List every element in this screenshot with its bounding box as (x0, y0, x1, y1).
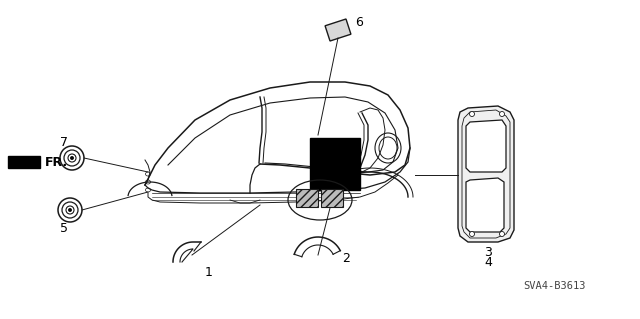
Ellipse shape (470, 112, 474, 116)
Text: 5: 5 (60, 221, 68, 234)
Polygon shape (466, 120, 506, 172)
Ellipse shape (68, 209, 72, 211)
Bar (296, 189, 318, 207)
Text: SVA4-B3613: SVA4-B3613 (524, 281, 586, 291)
Text: 1: 1 (205, 265, 213, 278)
Ellipse shape (499, 112, 504, 116)
Ellipse shape (499, 232, 504, 236)
Ellipse shape (70, 157, 74, 160)
Bar (8, 156, 40, 168)
Text: 7: 7 (60, 136, 68, 149)
Polygon shape (466, 178, 504, 232)
Polygon shape (462, 110, 510, 238)
Text: 2: 2 (342, 251, 350, 264)
Bar (321, 189, 343, 207)
Text: 6: 6 (355, 16, 363, 28)
Text: 3: 3 (484, 246, 492, 258)
Ellipse shape (470, 232, 474, 236)
Text: FR.: FR. (45, 155, 68, 168)
Bar (310, 138, 360, 190)
Polygon shape (458, 106, 514, 242)
Text: 4: 4 (484, 256, 492, 270)
Polygon shape (325, 19, 351, 41)
